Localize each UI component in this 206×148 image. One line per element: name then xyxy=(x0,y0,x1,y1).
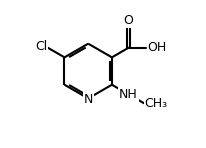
Text: CH₃: CH₃ xyxy=(145,98,168,110)
Text: NH: NH xyxy=(119,88,138,101)
Text: O: O xyxy=(124,14,133,27)
Text: OH: OH xyxy=(147,41,166,54)
Text: Cl: Cl xyxy=(35,41,47,53)
Text: N: N xyxy=(83,93,93,106)
